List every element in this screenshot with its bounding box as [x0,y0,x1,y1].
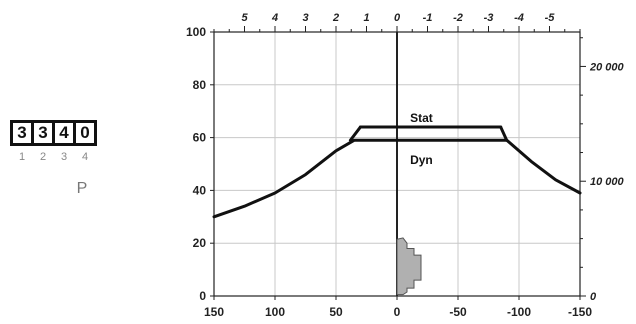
x-tick-label: -100 [507,305,531,319]
code-label: P [76,180,88,197]
y-tick-label: 40 [193,183,207,197]
x-tick-label: 100 [265,305,285,319]
top-tick-label: 4 [271,12,278,24]
annotation-stat: Stat [410,111,433,125]
annotation-dyn: Dyn [410,153,433,167]
y-tick-label: 100 [186,25,206,39]
top-tick-label: 3 [302,12,308,24]
y-tick-label: 20 [193,236,207,250]
top-tick-label: 0 [394,12,401,24]
code-digit: 0 [73,120,97,146]
x-tick-label: -50 [449,305,467,319]
code-digit: 3 [31,120,55,146]
code-index: 4 [81,151,89,163]
device-shape [396,237,422,296]
top-tick-label: -2 [453,12,463,24]
x-tick-label: -150 [568,305,592,319]
code-box: 3 3 4 0 [10,120,97,146]
code-index: 2 [39,151,47,163]
code-index: 1 [18,151,26,163]
top-tick-label: -3 [484,12,494,24]
device-icon [396,237,422,296]
top-tick-label: 5 [241,12,248,24]
y-tick-label: 0 [199,289,206,303]
series-line-dyn [212,138,582,219]
series [212,125,582,219]
right-tick-label: 20 000 [589,61,625,73]
top-tick-label: 1 [363,12,369,24]
y-tick-label: 80 [193,78,207,92]
right-tick-label: 10 000 [590,176,625,188]
x-tick-label: 50 [329,305,343,319]
stat-connector-left [348,125,362,142]
x-tick-label: 150 [204,305,224,319]
top-tick-label: -4 [514,12,524,24]
y-tick-label: 60 [193,131,207,145]
top-tick-label: -1 [423,12,433,24]
right-tick-label: 0 [590,291,597,303]
top-tick-label: -5 [545,12,556,24]
code-indices: 1 2 3 4 [10,151,94,163]
x-tick-label: 0 [394,305,401,319]
top-tick-label: 2 [332,12,339,24]
stat-connector-right [499,125,509,142]
code-index: 3 [60,151,68,163]
code-digit: 3 [10,120,34,146]
